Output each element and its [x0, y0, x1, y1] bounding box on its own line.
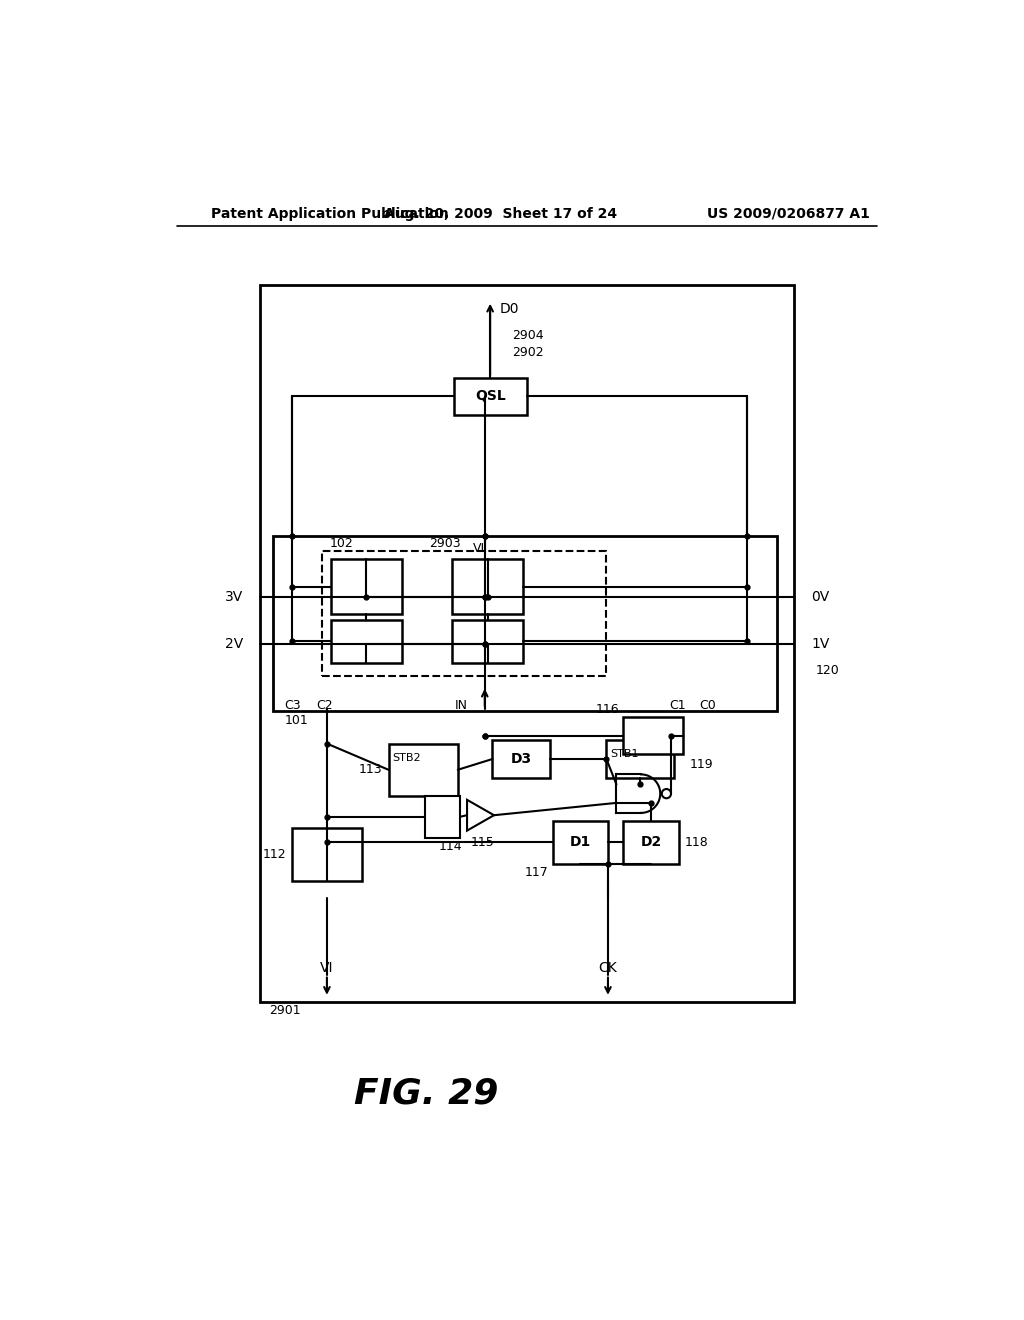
- Text: 118: 118: [685, 836, 709, 849]
- Text: C3: C3: [284, 698, 301, 711]
- Text: STB1: STB1: [610, 748, 639, 759]
- Circle shape: [662, 789, 671, 799]
- Text: 115: 115: [471, 836, 495, 849]
- Text: CK: CK: [599, 961, 617, 975]
- Bar: [331, 620, 401, 663]
- Bar: [260, 285, 795, 1002]
- Text: 3V: 3V: [224, 590, 243, 605]
- Text: 2904: 2904: [512, 329, 544, 342]
- Bar: [331, 558, 401, 614]
- Text: 117: 117: [525, 866, 549, 879]
- Bar: [425, 796, 460, 838]
- Bar: [292, 829, 361, 880]
- Bar: [388, 743, 458, 796]
- Bar: [553, 821, 608, 863]
- Text: 114: 114: [438, 841, 462, 853]
- Text: C0: C0: [699, 698, 717, 711]
- Bar: [606, 739, 674, 779]
- Bar: [493, 739, 550, 779]
- Bar: [453, 620, 523, 663]
- Text: VI: VI: [473, 541, 485, 554]
- Text: 1V: 1V: [811, 636, 829, 651]
- Text: Patent Application Publication: Patent Application Publication: [211, 207, 450, 220]
- Text: 0V: 0V: [811, 590, 829, 605]
- Bar: [322, 552, 606, 676]
- Text: 119: 119: [689, 758, 713, 771]
- Text: 101: 101: [285, 714, 308, 727]
- Text: 2903: 2903: [429, 537, 461, 550]
- Bar: [454, 378, 527, 414]
- Text: 116: 116: [596, 704, 620, 717]
- Text: US 2009/0206877 A1: US 2009/0206877 A1: [707, 207, 869, 220]
- Text: QSL: QSL: [475, 389, 506, 404]
- Bar: [453, 558, 523, 614]
- Text: STB2: STB2: [392, 752, 421, 763]
- Text: IN: IN: [455, 698, 468, 711]
- Text: VI: VI: [321, 961, 334, 975]
- Bar: [624, 718, 683, 755]
- Text: 2902: 2902: [512, 346, 544, 359]
- Text: D1: D1: [569, 836, 591, 849]
- Bar: [273, 536, 777, 711]
- Text: D3: D3: [510, 752, 531, 766]
- Text: FIG. 29: FIG. 29: [354, 1077, 499, 1111]
- Text: 2V: 2V: [224, 636, 243, 651]
- Text: 120: 120: [816, 664, 840, 677]
- Text: C2: C2: [316, 698, 333, 711]
- Text: 112: 112: [262, 847, 286, 861]
- Bar: [624, 821, 679, 863]
- Text: 113: 113: [358, 763, 382, 776]
- Text: 2901: 2901: [269, 1003, 301, 1016]
- Text: D2: D2: [640, 836, 662, 849]
- Text: C1: C1: [669, 698, 686, 711]
- Text: Aug. 20, 2009  Sheet 17 of 24: Aug. 20, 2009 Sheet 17 of 24: [384, 207, 616, 220]
- Text: 102: 102: [330, 537, 353, 550]
- Text: D0: D0: [500, 301, 519, 315]
